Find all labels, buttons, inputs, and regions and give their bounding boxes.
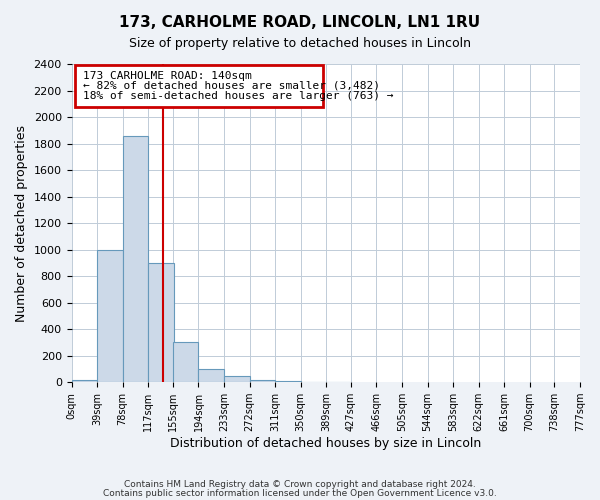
Y-axis label: Number of detached properties: Number of detached properties	[15, 124, 28, 322]
X-axis label: Distribution of detached houses by size in Lincoln: Distribution of detached houses by size …	[170, 437, 481, 450]
Bar	[71, 380, 97, 382]
Text: ← 82% of detached houses are smaller (3,482): ← 82% of detached houses are smaller (3,…	[83, 80, 380, 90]
Text: Contains HM Land Registry data © Crown copyright and database right 2024.: Contains HM Land Registry data © Crown c…	[124, 480, 476, 489]
Bar	[122, 136, 148, 382]
Bar	[224, 376, 250, 382]
Bar	[97, 250, 122, 382]
FancyBboxPatch shape	[75, 64, 323, 107]
Bar	[250, 380, 275, 382]
Bar	[199, 369, 224, 382]
Text: 18% of semi-detached houses are larger (763) →: 18% of semi-detached houses are larger (…	[83, 91, 393, 101]
Text: Contains public sector information licensed under the Open Government Licence v3: Contains public sector information licen…	[103, 490, 497, 498]
Bar	[148, 263, 173, 382]
Text: 173 CARHOLME ROAD: 140sqm: 173 CARHOLME ROAD: 140sqm	[83, 70, 251, 81]
Text: 173, CARHOLME ROAD, LINCOLN, LN1 1RU: 173, CARHOLME ROAD, LINCOLN, LN1 1RU	[119, 15, 481, 30]
Text: Size of property relative to detached houses in Lincoln: Size of property relative to detached ho…	[129, 38, 471, 51]
Bar	[275, 381, 301, 382]
Bar	[173, 342, 199, 382]
